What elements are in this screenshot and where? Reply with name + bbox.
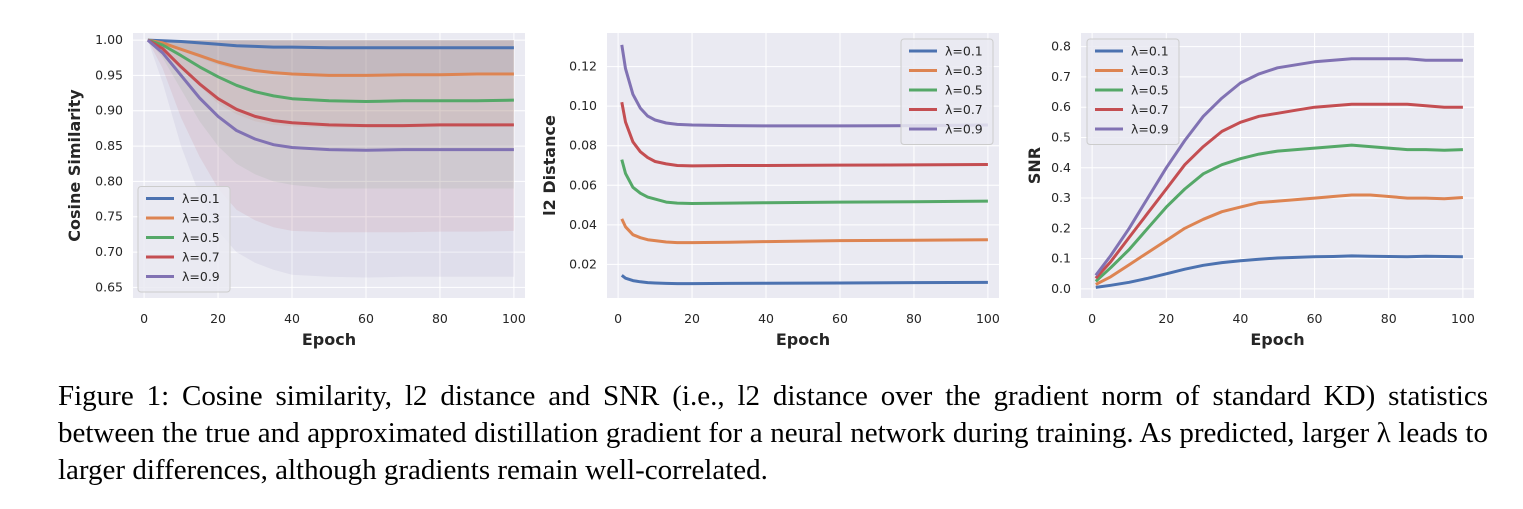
series-band (147, 40, 514, 128)
series-line (1094, 57, 1463, 277)
x-tick-label: 0 (140, 311, 148, 326)
legend-label: λ=0.5 (182, 230, 220, 245)
series-line (147, 38, 514, 128)
x-tick-label: 0 (614, 311, 622, 326)
x-tick-label: 100 (976, 311, 1000, 326)
y-axis-title: Cosine Similarity (65, 89, 84, 242)
legend: λ=0.1 λ=0.3 λ=0.5 λ=0.7 λ=0.9 (1086, 38, 1180, 145)
x-tick-label: 40 (758, 311, 774, 326)
x-tick-label: 20 (684, 311, 700, 326)
series-line (1094, 143, 1463, 283)
legend-label: λ=0.9 (182, 269, 220, 284)
y-tick-label: 0.1 (1051, 251, 1071, 266)
series-line (146, 38, 514, 152)
y-axis-title: SNR (1025, 147, 1044, 184)
series-line (620, 159, 988, 205)
y-tick-label: 0.04 (569, 217, 597, 232)
y-tick-label: 0.90 (95, 103, 123, 118)
y-tick-label: 0.80 (95, 173, 123, 188)
y-tick-label: 1.00 (95, 32, 123, 47)
x-tick-label: 100 (502, 311, 526, 326)
legend-label: λ=0.9 (1131, 122, 1169, 137)
y-tick-label: 0.8 (1051, 39, 1071, 54)
legend: λ=0.1 λ=0.3 λ=0.5 λ=0.7 λ=0.9 (137, 186, 231, 293)
snr-chart: 0 20 40 60 80 100 0.0 0.1 0.2 0.3 0.4 0.5 0.6 0.7 0.8 E… (1025, 33, 1475, 349)
x-axis-title: Epoch (1250, 330, 1304, 349)
legend-label: λ=0.3 (945, 63, 983, 78)
y-tick-label: 0.3 (1051, 190, 1071, 205)
series-line (1094, 102, 1463, 280)
legend-box (137, 186, 231, 293)
series-band (147, 40, 514, 189)
l2-distance-chart: 0 20 40 60 80 100 0.02 0.04 0.06 0.08 0.10 0.12 Epoc… (540, 33, 1000, 349)
y-tick-label: 0.65 (95, 279, 123, 294)
x-tick-label: 80 (906, 311, 922, 326)
figure-caption: Figure 1: Cosine similarity, l2 distance… (58, 380, 1488, 486)
x-tick-label: 80 (432, 311, 448, 326)
y-tick-label: 0.70 (95, 244, 123, 259)
legend-label: λ=0.7 (182, 250, 220, 265)
y-tick-label: 0.06 (569, 177, 597, 192)
y-axis-title: l2 Distance (540, 115, 559, 216)
series-line (620, 218, 988, 245)
legend-label: λ=0.3 (1131, 63, 1169, 78)
legend-label: λ=0.1 (945, 44, 983, 59)
y-tick-label: 0.6 (1051, 99, 1071, 114)
legend: λ=0.1 λ=0.3 λ=0.5 λ=0.7 λ=0.9 (900, 38, 994, 145)
series-line (1095, 193, 1463, 286)
y-tick-label: 0.10 (569, 98, 597, 113)
legend-label: λ=0.5 (945, 83, 983, 98)
x-axis-title: Epoch (776, 330, 830, 349)
legend-label: λ=0.9 (945, 122, 983, 137)
legend-label: λ=0.7 (1131, 102, 1169, 117)
series-line (620, 274, 988, 286)
series-line (620, 101, 988, 168)
series-line (147, 38, 514, 103)
x-tick-label: 60 (1307, 311, 1323, 326)
y-tick-label: 0.0 (1051, 281, 1071, 296)
x-tick-label: 80 (1381, 311, 1397, 326)
legend-label: λ=0.5 (1131, 83, 1169, 98)
y-tick-label: 0.08 (569, 138, 597, 153)
legend-label: λ=0.1 (1131, 44, 1169, 59)
y-tick-label: 0.95 (95, 67, 123, 82)
legend-label: λ=0.1 (182, 191, 220, 206)
cosine-similarity-chart: 0 20 40 60 80 100 0.65 0.70 0.75 0.80 0.85 0.90 0.95… (65, 32, 526, 349)
legend-label: λ=0.3 (182, 211, 220, 226)
x-tick-label: 100 (1451, 311, 1475, 326)
series-line (147, 38, 514, 50)
y-tick-label: 0.4 (1051, 160, 1071, 175)
y-tick-label: 0.5 (1051, 129, 1071, 144)
x-tick-label: 60 (832, 311, 848, 326)
series-line (620, 44, 988, 128)
x-tick-label: 40 (284, 311, 300, 326)
figure-panels: 0 20 40 60 80 1000.650.700.750.800.850.900.95… (65, 32, 1475, 349)
x-tick-label: 40 (1232, 311, 1248, 326)
legend-label: λ=0.7 (945, 102, 983, 117)
legend-box (900, 38, 994, 145)
x-tick-label: 0 (1088, 311, 1096, 326)
series-band (147, 40, 514, 233)
x-tick-label: 20 (1158, 311, 1174, 326)
x-axis-title: Epoch (302, 330, 356, 349)
series-line (1095, 254, 1463, 289)
y-tick-label: 0.02 (569, 256, 597, 271)
y-tick-label: 0.75 (95, 209, 123, 224)
x-tick-label: 20 (210, 311, 226, 326)
y-tick-label: 0.85 (95, 138, 123, 153)
legend-box (1086, 38, 1180, 145)
y-tick-label: 0.12 (569, 59, 597, 74)
y-tick-label: 0.2 (1051, 220, 1071, 235)
y-tick-label: 0.7 (1051, 69, 1071, 84)
series-line (147, 38, 514, 77)
x-tick-label: 60 (358, 311, 374, 326)
